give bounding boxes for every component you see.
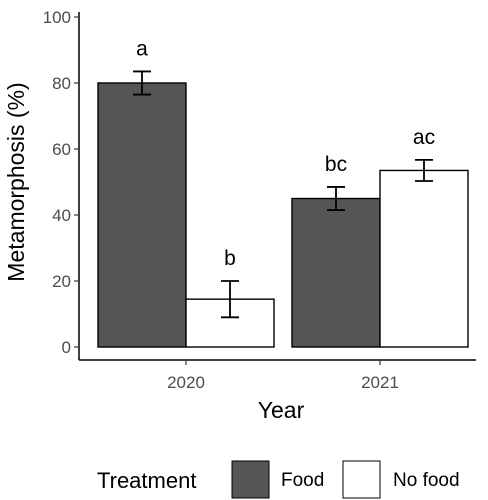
significance-label: b (224, 247, 236, 270)
significance-label: a (136, 37, 148, 60)
y-axis-title: Metamorphosis (%) (3, 82, 29, 281)
x-tick-label: 2020 (167, 373, 205, 392)
significance-label: bc (325, 153, 347, 176)
legend-label-food: Food (281, 470, 324, 491)
legend: Treatment Food No food (97, 460, 460, 499)
bar-food-2021 (291, 197, 381, 348)
y-tick-label: 60 (52, 140, 71, 159)
y-tick-label: 40 (52, 206, 71, 225)
x-tick-label: 2021 (361, 373, 399, 392)
legend-swatch-food (231, 460, 270, 499)
x-axis-title: Year (258, 397, 305, 423)
plot-area: 0 20 40 60 80 100 2020 2021 a bc b ac (43, 8, 476, 392)
y-tick-label: 20 (52, 272, 71, 291)
bar-no-food-2021 (379, 169, 469, 348)
legend-title: Treatment (97, 468, 196, 493)
legend-swatch-no-food (342, 460, 381, 499)
y-tick-label: 0 (62, 338, 71, 357)
y-tick-label: 100 (43, 8, 71, 27)
legend-label-no-food: No food (393, 470, 460, 491)
bar-no-food-2020 (185, 298, 275, 348)
y-tick-label: 80 (52, 74, 71, 93)
significance-label: ac (413, 126, 435, 149)
bar-food-2020 (97, 82, 187, 348)
